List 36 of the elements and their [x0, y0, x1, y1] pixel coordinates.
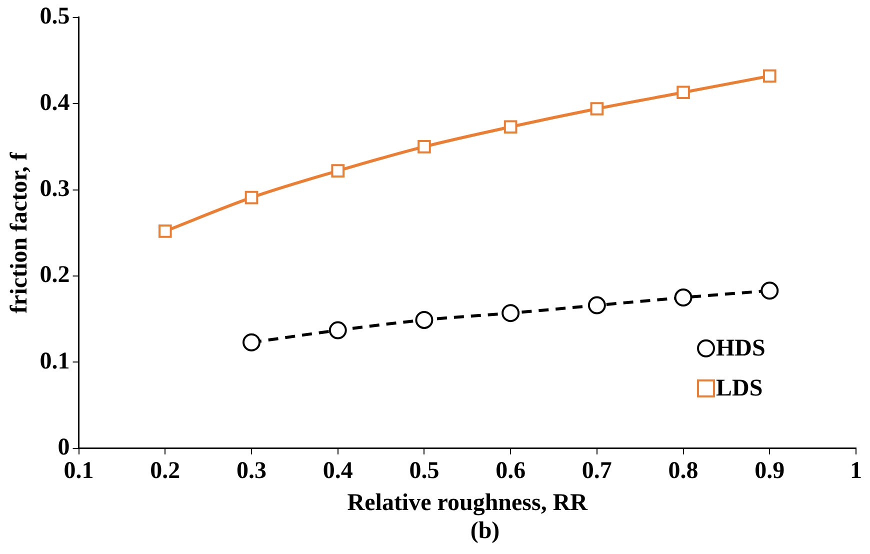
x-tick-label: 0.8 [668, 458, 698, 484]
y-axis-title: friction factor, f [6, 151, 33, 314]
x-tick-label: 0.2 [150, 458, 180, 484]
x-tick-label: 0.9 [754, 458, 785, 484]
x-tick-label: 0.3 [236, 458, 267, 484]
x-tick-label: 0.6 [496, 458, 526, 484]
point [760, 282, 779, 300]
point [328, 321, 347, 340]
x-tick-label: 0.4 [322, 458, 353, 484]
point [244, 190, 258, 204]
x-tick-label: 0.7 [582, 458, 612, 484]
point [415, 310, 434, 329]
point [590, 102, 604, 116]
point [418, 140, 431, 154]
y-tick-label: 0.4 [40, 90, 70, 116]
point [504, 120, 518, 134]
point [762, 69, 776, 83]
text: (b) [469, 518, 501, 545]
point [242, 333, 261, 352]
x-axis-title: Relative roughness, RR [347, 490, 588, 516]
point [331, 164, 345, 178]
y-tick-label: 0.2 [40, 262, 70, 288]
legend-label: LDS [716, 376, 763, 402]
y-tick-label: 0.5 [40, 4, 70, 30]
point [158, 224, 172, 238]
y-tick-label: 0 [58, 434, 70, 461]
point [674, 288, 692, 307]
point [676, 86, 690, 100]
point [502, 304, 520, 322]
x-tick-label: 0.5 [409, 458, 440, 484]
legend-label: HDS [716, 336, 766, 362]
y-tick-label: 0.3 [40, 176, 70, 202]
x-tick-label: 1 [850, 458, 862, 484]
y-tick-label: 0.1 [40, 348, 70, 374]
x-tick-label: 0.1 [64, 458, 94, 484]
point [588, 296, 606, 314]
